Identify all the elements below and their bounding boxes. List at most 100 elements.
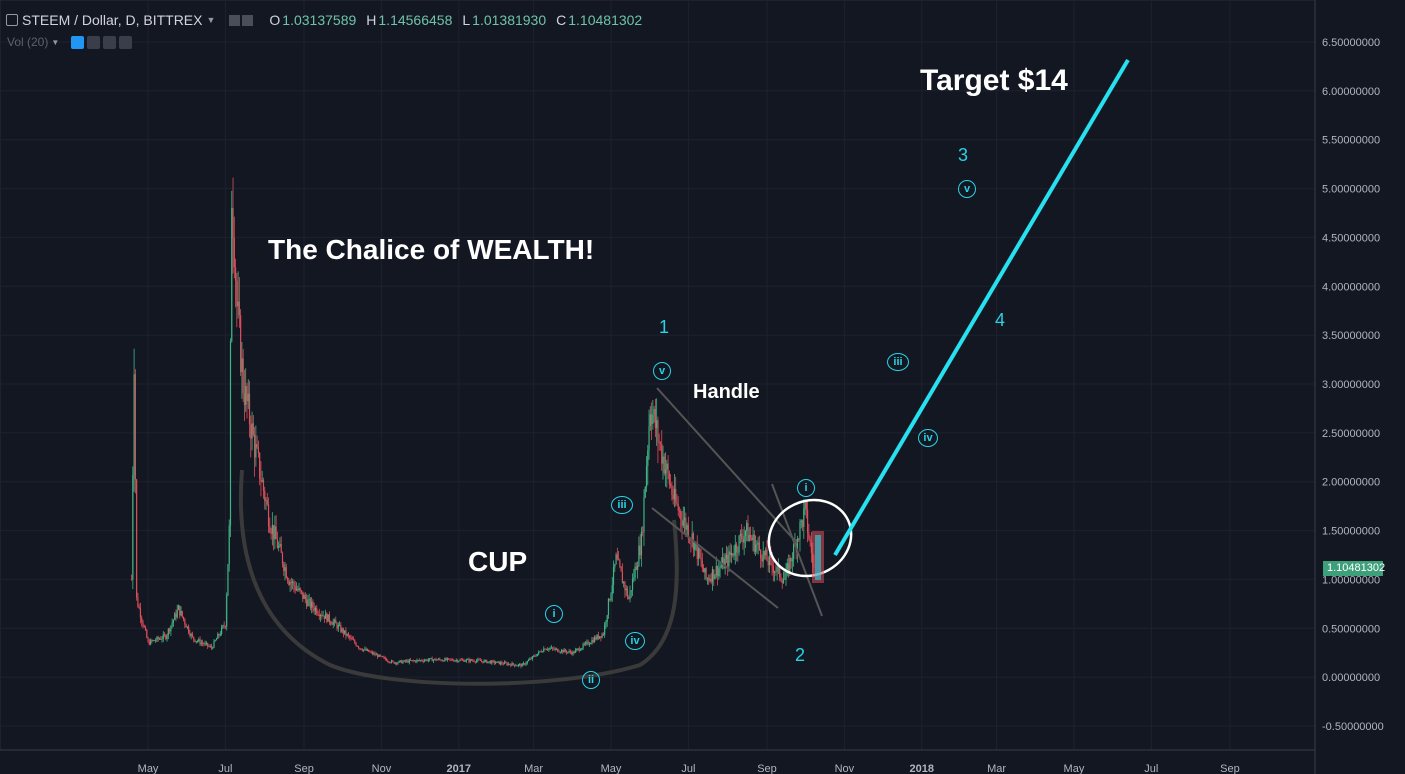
candle-body: [469, 659, 471, 662]
candle-body: [285, 567, 287, 578]
candle-body: [671, 485, 673, 495]
candle-body: [634, 566, 636, 578]
candle-body: [361, 649, 364, 651]
volume-label[interactable]: Vol (20): [7, 35, 49, 49]
candle-body: [439, 658, 441, 660]
candle-body: [286, 577, 289, 581]
candle-body: [753, 534, 755, 552]
wave-4-label: 4: [995, 310, 1006, 330]
candle-body: [307, 600, 309, 607]
subwave-ii: ii: [582, 671, 600, 689]
candle-body: [338, 624, 341, 626]
close-icon[interactable]: [119, 35, 133, 49]
candle-body: [335, 619, 337, 624]
eye-icon[interactable]: [71, 35, 85, 49]
candle-body: [314, 607, 317, 612]
candle-body: [255, 444, 257, 458]
candle-body: [529, 658, 531, 661]
candle-body: [300, 590, 303, 592]
candle-body: [413, 660, 416, 662]
candle-body: [544, 648, 546, 650]
settings-icon[interactable]: [87, 35, 101, 49]
candle-body: [460, 659, 462, 661]
candle-body: [218, 634, 220, 636]
candle-body: [718, 568, 720, 577]
candle-body: [804, 501, 806, 509]
candle-body: [685, 517, 687, 530]
candle-body: [793, 543, 795, 560]
candle-body: [232, 208, 234, 238]
candle-body: [486, 660, 488, 663]
candle-body: [725, 554, 728, 559]
candle-body: [385, 659, 388, 661]
candle-body: [313, 607, 315, 612]
candle-body: [152, 640, 154, 641]
time-tick-label: Nov: [372, 763, 392, 774]
candle-body: [345, 630, 347, 636]
candle-body: [697, 548, 700, 559]
candle-body: [548, 648, 550, 650]
candle-body: [243, 393, 246, 405]
candle-body: [638, 545, 640, 567]
candle-body: [228, 525, 230, 565]
candle-body: [384, 657, 386, 660]
candle-body: [729, 551, 731, 556]
candle-body: [583, 644, 585, 645]
symbol-title[interactable]: STEEM / Dollar, D, BITTREX: [22, 12, 203, 28]
candle-body: [137, 597, 139, 607]
candle-body: [658, 441, 660, 443]
candle-body: [468, 659, 470, 662]
chevron-down-icon[interactable]: ▼: [51, 37, 60, 47]
candle-body: [203, 643, 205, 645]
candle-body: [182, 616, 185, 620]
candle-body: [661, 443, 663, 464]
candle-body: [533, 655, 535, 657]
candle-body: [267, 504, 270, 527]
candle-body: [592, 639, 594, 643]
subwave-i-right: i: [797, 479, 815, 497]
candle-body: [784, 578, 786, 580]
handle-upper-line: [656, 387, 798, 544]
candle-body: [772, 566, 774, 573]
candle-body: [458, 660, 460, 662]
collapse-icon[interactable]: [6, 14, 18, 26]
candle-body: [699, 548, 701, 558]
chevron-down-icon[interactable]: ▼: [206, 15, 216, 25]
time-tick-label: May: [1064, 763, 1085, 774]
candle-body: [701, 560, 703, 568]
candle-body: [142, 621, 144, 626]
candle-body: [299, 588, 301, 591]
candle-body: [737, 551, 739, 553]
candle-body: [711, 569, 714, 583]
candle-body: [304, 595, 306, 600]
candle-body: [130, 579, 133, 581]
candle-body: [295, 589, 298, 591]
candle-body: [667, 463, 669, 473]
candle-body: [482, 661, 484, 663]
candle-body: [404, 660, 407, 662]
candle-body: [325, 613, 327, 619]
candle-body: [619, 560, 621, 567]
price-tick-label: 5.00000000: [1322, 184, 1380, 196]
candle-body: [677, 504, 679, 511]
candle-body: [422, 660, 424, 662]
candle-body: [288, 580, 290, 585]
candle-body: [484, 660, 487, 661]
candle-body: [446, 658, 448, 660]
candle-body: [564, 649, 566, 652]
candle-body: [274, 526, 276, 540]
candle-body: [199, 639, 201, 644]
candle-body: [319, 614, 322, 617]
candle-body: [332, 621, 334, 625]
settings-icon[interactable]: [229, 14, 241, 26]
candle-body: [756, 544, 758, 546]
candle-body: [644, 487, 646, 498]
gear-icon[interactable]: [242, 14, 254, 26]
candle-body: [566, 651, 568, 653]
plus-icon[interactable]: [103, 35, 117, 49]
candle-body: [444, 658, 446, 662]
candle-body: [156, 637, 158, 641]
candle-body: [434, 658, 436, 660]
candle-body: [357, 646, 360, 649]
